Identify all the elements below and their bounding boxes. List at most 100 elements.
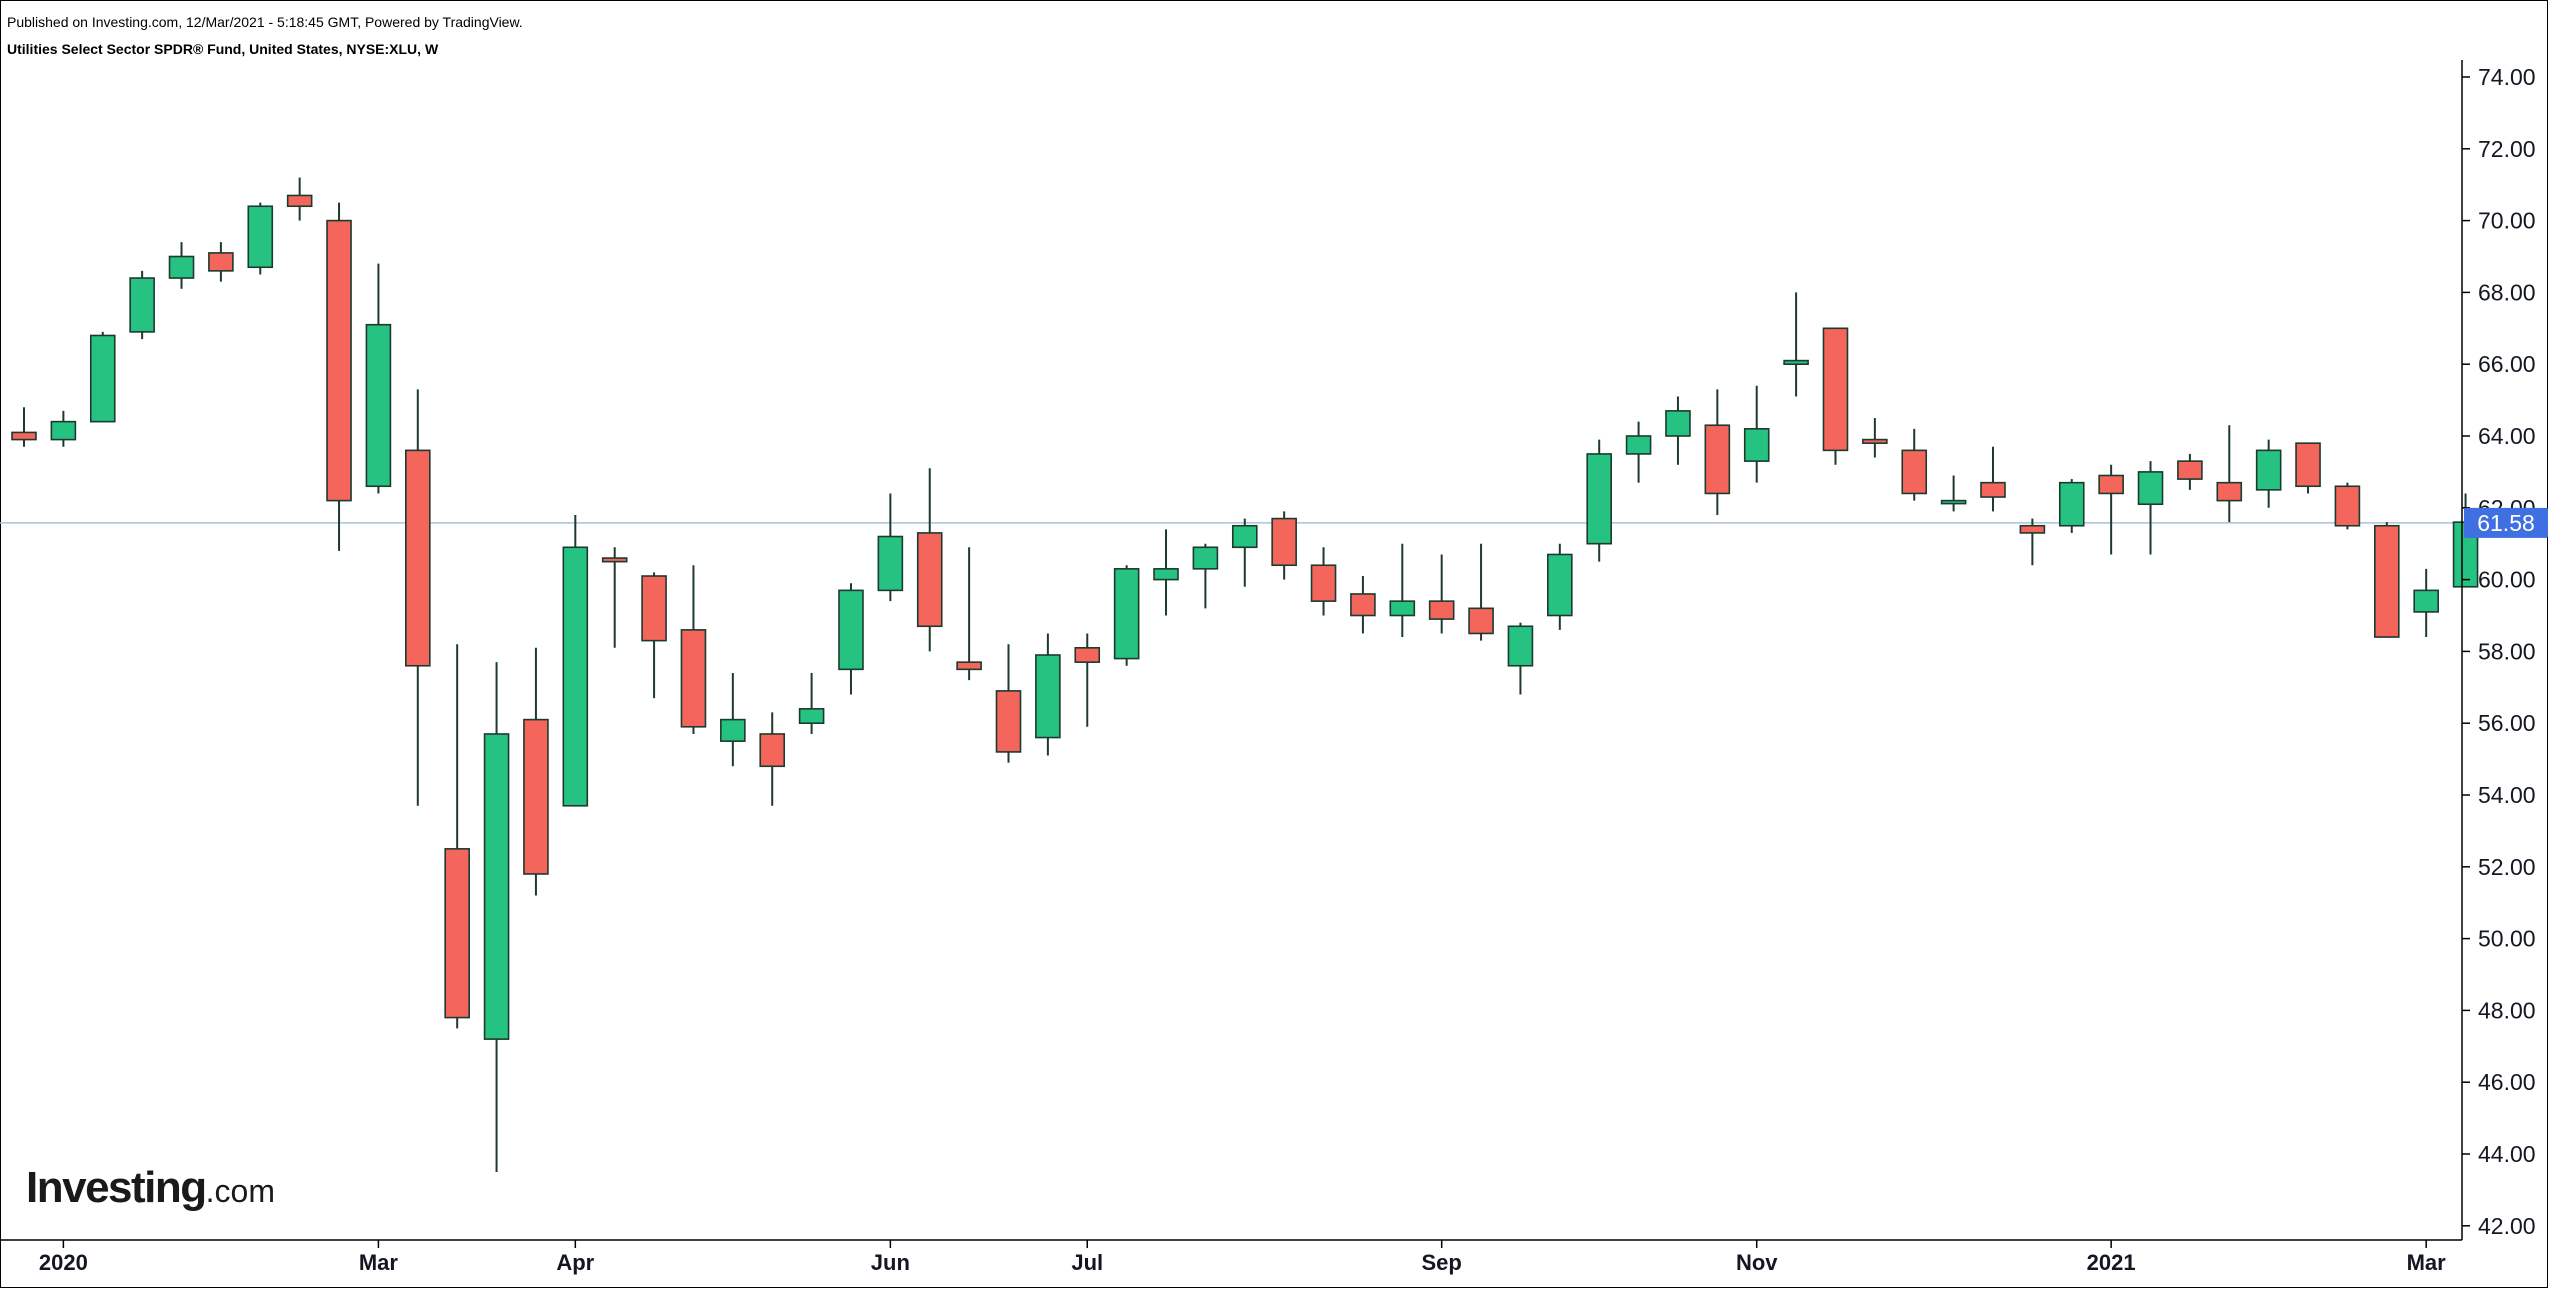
y-tick-label: 56.00 (2478, 710, 2536, 736)
candle-body-down (1271, 517, 1297, 567)
candle-body-up (1192, 546, 1219, 570)
candle-body-up (1940, 499, 1967, 505)
candle (1547, 543, 1573, 630)
candle-body-down (1074, 647, 1101, 663)
candle-body-up (877, 535, 904, 592)
y-tick-label: 52.00 (2478, 854, 2536, 880)
axes-layer: 74.0072.0070.0068.0066.0064.0062.0060.00… (0, 60, 2548, 1275)
y-tick-label: 74.00 (2478, 64, 2536, 90)
x-tick-label: 2021 (2087, 1250, 2136, 1275)
last-price-label: 61.58 (2477, 510, 2535, 536)
y-tick-label: 68.00 (2478, 279, 2536, 305)
y-tick-label: 58.00 (2478, 638, 2536, 664)
candle-body-down (404, 449, 431, 667)
candle (326, 202, 352, 551)
candle-body-down (1704, 424, 1731, 495)
candle (444, 644, 470, 1029)
x-tick-label: 2020 (39, 1250, 88, 1275)
candle (129, 270, 155, 340)
candle-body-down (1980, 481, 2006, 498)
candle (1231, 518, 1258, 587)
x-tick-label: Mar (2407, 1250, 2447, 1275)
candle-body-down (680, 629, 707, 728)
candle-body-down (641, 575, 667, 642)
candle (1822, 327, 1849, 465)
candle (483, 662, 510, 1172)
candle (1980, 446, 2006, 512)
candle (2019, 518, 2046, 566)
candle-body-down (286, 194, 313, 208)
candles-layer (0, 177, 2479, 1172)
candle (956, 547, 982, 681)
candle-body-up (1153, 568, 1179, 581)
candle (1743, 385, 1770, 483)
y-tick-label: 60.00 (2478, 567, 2536, 593)
x-tick-label: Mar (359, 1250, 399, 1275)
candle-body-up (2137, 471, 2164, 506)
candle (1074, 633, 1101, 727)
candle (1035, 633, 1061, 756)
candle (1153, 529, 1179, 616)
candle-body-down (1428, 600, 1455, 620)
candle-body-up (1389, 600, 1416, 617)
candle (404, 389, 431, 806)
y-tick-label: 54.00 (2478, 782, 2536, 808)
candle (759, 712, 786, 806)
candle (365, 263, 392, 494)
candle (877, 493, 904, 602)
candle-body-down (523, 718, 549, 875)
logo-wordmark: Investing (26, 1163, 207, 1212)
candle-body-down (11, 431, 37, 441)
candle-body-down (1822, 327, 1849, 452)
candle (1192, 543, 1219, 609)
logo-suffix: .com (205, 1173, 275, 1209)
candle (11, 407, 37, 447)
candle-body-up (1625, 435, 1652, 455)
candle-body-up (2058, 481, 2085, 527)
candle (1310, 547, 1337, 616)
candle-body-down (1468, 607, 1494, 635)
candle-body-up (1231, 524, 1258, 549)
candle (1704, 389, 1731, 515)
candle-body-down (1310, 564, 1337, 602)
x-tick-label: Apr (556, 1250, 594, 1275)
candle-body-down (956, 661, 982, 671)
candle (1862, 418, 1888, 458)
candle (1901, 428, 1928, 501)
y-tick-label: 48.00 (2478, 997, 2536, 1023)
candle-body-up (483, 733, 510, 1040)
y-tick-label: 50.00 (2478, 926, 2536, 952)
candle-body-up (247, 205, 274, 269)
candle (2058, 479, 2085, 533)
x-tick-label: Nov (1736, 1250, 1778, 1275)
candle-body-up (1035, 654, 1061, 739)
y-tick-label: 72.00 (2478, 136, 2536, 162)
candle-body-down (2216, 481, 2243, 502)
candle-body-up (1507, 625, 1534, 667)
candle (208, 242, 234, 282)
candle (1783, 292, 1809, 397)
candle (2374, 522, 2400, 638)
y-tick-label: 46.00 (2478, 1069, 2536, 1095)
x-tick-label: Sep (1422, 1250, 1462, 1275)
published-note: Published on Investing.com, 12/Mar/2021 … (7, 14, 523, 30)
candle-body-up (2413, 589, 2439, 613)
candle-body-down (2374, 524, 2400, 638)
candle-body-up (89, 334, 116, 423)
candle (2098, 464, 2124, 555)
y-tick-label: 64.00 (2478, 423, 2536, 449)
candle (2137, 461, 2164, 555)
candle-body-down (2098, 474, 2124, 495)
candle (1586, 439, 1612, 562)
candle (641, 572, 667, 699)
instrument-title: Utilities Select Sector SPDR® Fund, Unit… (7, 41, 439, 57)
candle-body-up (798, 708, 825, 725)
candle (1665, 396, 1691, 465)
candle (916, 468, 943, 652)
chart-header: Published on Investing.com, 12/Mar/2021 … (7, 14, 523, 58)
y-tick-label: 42.00 (2478, 1213, 2536, 1239)
candle (168, 242, 195, 289)
candle (1625, 421, 1652, 483)
candle (50, 410, 77, 447)
